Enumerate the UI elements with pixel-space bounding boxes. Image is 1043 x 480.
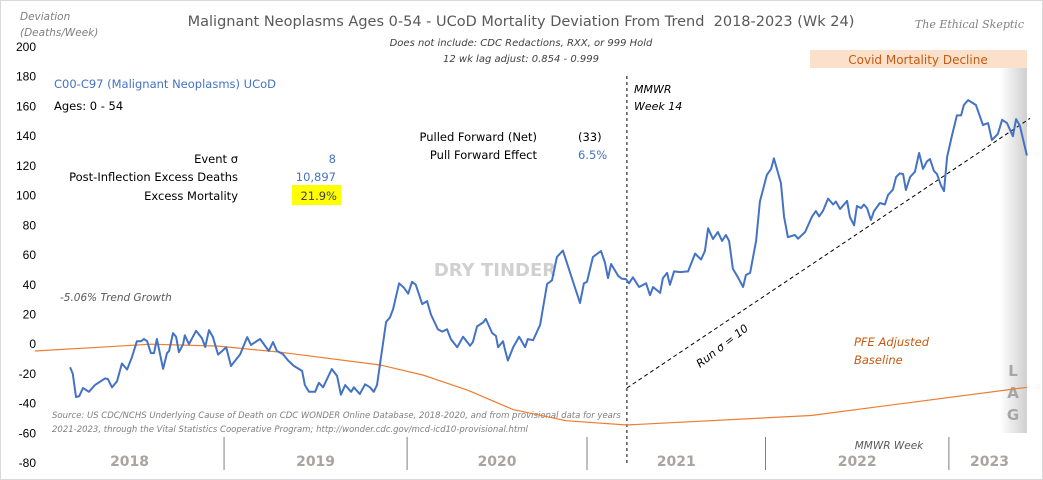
y-tick-label: 0 bbox=[29, 337, 36, 351]
mmwr-week14-label: MMWR bbox=[634, 83, 672, 96]
stat-label: Excess Mortality bbox=[144, 189, 238, 203]
x-axis-label: MMWR Week bbox=[855, 440, 924, 452]
y-tick-label: 160 bbox=[16, 99, 36, 113]
stat-label: Event σ bbox=[194, 152, 238, 166]
y-tick-label: -20 bbox=[19, 367, 37, 381]
chart-subtitle: Does not include: CDC Redactions, RXX, o… bbox=[390, 38, 653, 49]
baseline-series-line bbox=[34, 343, 1027, 426]
lag-letter: A bbox=[1007, 384, 1019, 402]
stat-value: 10,897 bbox=[296, 170, 336, 184]
baseline-label: PFE Adjusted bbox=[854, 335, 930, 349]
pull-forward-label: Pull Forward Effect bbox=[430, 148, 538, 162]
lag-letter: G bbox=[1007, 406, 1019, 424]
lag-letter: L bbox=[1008, 362, 1018, 380]
y-tick-label: 40 bbox=[23, 278, 37, 292]
source-note: Source: US CDC/NCHS Underlying Cause of … bbox=[52, 411, 621, 421]
y-tick-label: 60 bbox=[23, 248, 37, 262]
ages-label: Ages: 0 - 54 bbox=[54, 99, 123, 113]
run-sigma-trend-line bbox=[626, 117, 1031, 389]
stat-value: 8 bbox=[329, 152, 336, 166]
dry-tinder-label: DRY TINDER bbox=[434, 260, 556, 281]
y-tick-label: 200 bbox=[16, 40, 36, 54]
y-tick-label: -80 bbox=[19, 456, 37, 470]
covid-decline-label: Covid Mortality Decline bbox=[848, 53, 987, 67]
pull-forward-label: Pulled Forward (Net) bbox=[419, 130, 537, 144]
year-label: 2019 bbox=[296, 454, 335, 470]
excess-highlight bbox=[292, 185, 341, 205]
baseline-label: Baseline bbox=[854, 353, 903, 367]
y-tick-label: 180 bbox=[16, 70, 36, 84]
chart-title: Malignant Neoplasms Ages 0-54 - UCoD Mor… bbox=[188, 14, 855, 30]
y-axis-label: (Deaths/Week) bbox=[20, 27, 98, 39]
year-label: 2023 bbox=[970, 454, 1009, 470]
deviation-series-line bbox=[69, 99, 1028, 398]
y-axis-label: Deviation bbox=[20, 11, 70, 23]
series-group bbox=[34, 76, 1031, 466]
y-tick-label: -40 bbox=[19, 397, 37, 411]
y-tick-label: 120 bbox=[16, 159, 36, 173]
stat-value: 21.9% bbox=[300, 189, 337, 203]
year-label: 2018 bbox=[110, 454, 149, 470]
y-tick-label: 140 bbox=[16, 129, 36, 143]
source-note: 2021-2023, through the Vital Statistics … bbox=[52, 425, 529, 435]
pull-forward-value: 6.5% bbox=[578, 148, 607, 162]
pull-forward-value: (33) bbox=[578, 130, 602, 144]
y-tick-label: 100 bbox=[16, 189, 36, 203]
year-label: 2020 bbox=[478, 454, 517, 470]
y-tick-label: 80 bbox=[23, 218, 37, 232]
mmwr-week14-label: Week 14 bbox=[634, 100, 682, 113]
y-tick-label: -60 bbox=[19, 426, 37, 440]
chart-subtitle: 12 wk lag adjust: 0.854 - 0.999 bbox=[443, 54, 599, 65]
stat-label: Post-Inflection Excess Deaths bbox=[69, 170, 238, 184]
watermark: The Ethical Skeptic bbox=[915, 18, 1024, 31]
trend-growth-label: -5.06% Trend Growth bbox=[60, 292, 172, 304]
cause-label: C00-C97 (Malignant Neoplasms) UCoD bbox=[54, 77, 276, 91]
y-tick-label: 20 bbox=[23, 307, 37, 321]
covid-decline-box bbox=[810, 50, 1027, 68]
year-label: 2022 bbox=[838, 454, 877, 470]
x-axis-years: 2018 2019 2020 2021 2022 2023 bbox=[110, 437, 1009, 470]
year-label: 2021 bbox=[657, 454, 696, 470]
